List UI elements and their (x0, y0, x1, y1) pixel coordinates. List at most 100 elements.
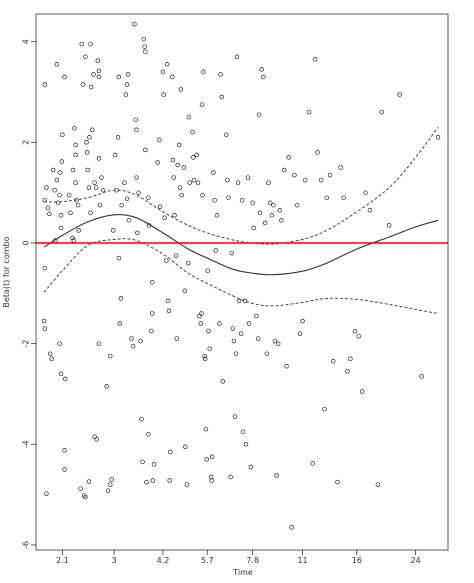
data-point (124, 196, 130, 201)
data-point (256, 112, 262, 117)
data-point (246, 321, 252, 326)
data-point (62, 376, 68, 382)
data-point (164, 62, 170, 67)
data-point (331, 359, 336, 364)
data-point (80, 82, 86, 87)
data-point (123, 92, 129, 97)
data-point (172, 213, 177, 218)
data-point (57, 341, 62, 346)
data-point (164, 258, 169, 263)
data-point (228, 474, 233, 480)
data-point (138, 338, 143, 344)
data-point (88, 210, 93, 216)
data-point (78, 486, 83, 491)
data-point (68, 210, 73, 216)
lower-confidence-band (43, 238, 439, 314)
data-point (139, 416, 144, 422)
data-point (186, 114, 192, 120)
data-point (55, 200, 61, 205)
data-point (191, 177, 197, 183)
data-point (255, 336, 261, 341)
data-point (75, 202, 81, 208)
data-point (171, 175, 176, 180)
data-point (41, 318, 47, 324)
data-point (72, 125, 77, 131)
data-point (194, 152, 199, 158)
data-point (177, 185, 183, 190)
data-point (205, 268, 210, 273)
data-point (134, 175, 139, 180)
data-point (47, 351, 53, 356)
data-point (79, 41, 85, 47)
x-tick-label: 11 (297, 556, 307, 565)
data-point (83, 54, 88, 60)
data-point (167, 478, 172, 483)
data-point (175, 162, 180, 168)
y-tick-label: -4 (21, 440, 30, 448)
data-point (310, 461, 315, 466)
data-point (132, 21, 137, 27)
data-point (157, 204, 163, 210)
data-point (92, 180, 97, 185)
data-point (348, 356, 353, 362)
data-point (226, 195, 231, 200)
data-point (352, 328, 358, 334)
data-point (125, 72, 131, 77)
data-point (170, 157, 176, 163)
data-point (73, 142, 78, 148)
y-tick-label: 4 (21, 39, 30, 44)
x-tick-label: 2.1 (56, 556, 69, 565)
data-point (165, 298, 171, 304)
data-point (254, 313, 259, 319)
data-point (267, 200, 273, 205)
data-point (182, 288, 187, 294)
fitted-beta-curve (43, 214, 439, 276)
data-point (435, 135, 441, 140)
data-point (149, 280, 155, 285)
data-point (248, 464, 254, 470)
data-point (107, 482, 113, 487)
data-point (324, 195, 330, 200)
data-point (243, 442, 249, 447)
data-point (356, 333, 361, 339)
upper-confidence-band (44, 126, 439, 245)
x-tick-label: 4.2 (157, 556, 170, 565)
data-point (200, 192, 205, 198)
data-point (363, 190, 368, 195)
data-point (115, 135, 121, 140)
data-point (367, 208, 373, 213)
data-point (179, 192, 184, 198)
x-tick-label: 24 (411, 556, 421, 565)
data-point (88, 41, 93, 47)
data-point (124, 82, 130, 87)
data-point (58, 213, 64, 218)
data-point (199, 311, 204, 316)
data-point (62, 448, 67, 453)
data-point (187, 180, 192, 185)
data-point (91, 72, 96, 77)
data-point (133, 117, 138, 122)
data-point (58, 371, 64, 377)
data-point (149, 311, 155, 316)
data-point (322, 406, 327, 412)
data-point (300, 318, 305, 324)
data-point (184, 482, 190, 487)
data-point (58, 225, 64, 231)
data-point (42, 326, 48, 331)
data-point (96, 68, 102, 74)
data-point (143, 147, 148, 153)
data-point (202, 356, 208, 362)
data-point (96, 341, 102, 346)
data-point (375, 482, 381, 487)
data-point (297, 331, 303, 336)
data-point (140, 459, 145, 465)
data-point (338, 165, 343, 170)
x-axis-title: Time (232, 568, 253, 577)
data-point (100, 187, 106, 193)
data-point (224, 132, 229, 138)
data-point (209, 478, 214, 483)
data-point (232, 414, 238, 419)
data-point (96, 156, 102, 161)
